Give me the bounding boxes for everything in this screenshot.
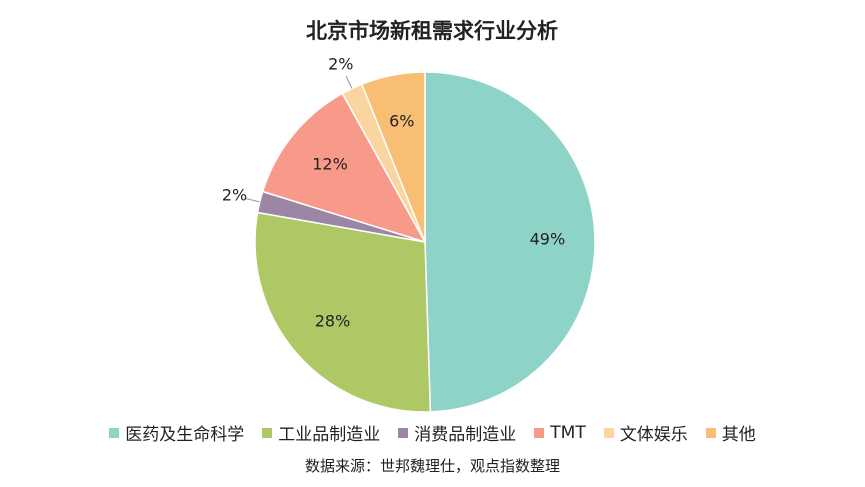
legend-swatch [398, 427, 409, 438]
legend-swatch [534, 427, 545, 438]
data-label: 2% [328, 55, 353, 74]
legend-label: TMT [550, 422, 586, 443]
legend-label: 文体娱乐 [619, 425, 688, 445]
legend-item: 其他 [705, 420, 756, 445]
legend-label: 其他 [721, 425, 756, 445]
legend-swatch [109, 427, 120, 438]
leader-line [246, 198, 260, 203]
data-label: 6% [389, 111, 414, 130]
legend-label: 消费品制造业 [414, 425, 517, 445]
legend: 医药及生命科学 工业品制造业 消费品制造业 TMT 文体娱乐 其他 [0, 420, 865, 445]
legend-item: TMT [534, 420, 586, 445]
legend-item: 文体娱乐 [603, 420, 688, 445]
legend-label: 医药及生命科学 [125, 425, 245, 445]
pie-slice [424, 71, 596, 413]
legend-swatch [262, 427, 273, 438]
pie-slice [360, 71, 426, 243]
pie-slice [261, 92, 427, 244]
chart-title: 北京市场新租需求行业分析 [306, 19, 558, 43]
source-note: 数据来源：世邦魏理仕，观点指数整理 [304, 457, 560, 475]
data-label: 49% [530, 230, 566, 249]
legend-item: 消费品制造业 [398, 420, 516, 445]
legend-item: 工业品制造业 [262, 420, 380, 445]
legend-item: 医药及生命科学 [109, 420, 244, 445]
legend-label: 工业品制造业 [278, 425, 381, 445]
legend-swatch [705, 427, 716, 438]
data-label: 12% [312, 154, 348, 173]
leader-line [345, 75, 353, 89]
pie-slice [254, 211, 432, 413]
legend-swatch [603, 427, 614, 438]
pie-area: 北京市场新租需求行业分析 49% 28% 2% 12% 2% 6% [222, 19, 596, 413]
data-label: 28% [315, 312, 351, 331]
data-label: 2% [222, 185, 247, 204]
